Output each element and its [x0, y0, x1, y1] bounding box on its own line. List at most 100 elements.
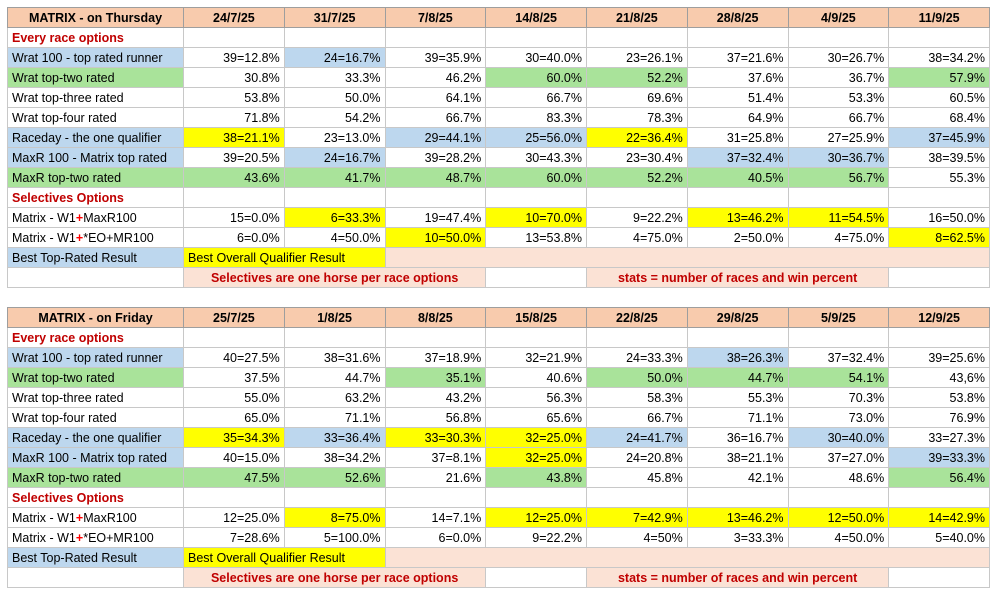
stat-cell[interactable]: 23=26.1% — [586, 47, 688, 68]
row-label[interactable]: MaxR 100 - Matrix top rated — [7, 147, 184, 168]
stat-cell[interactable]: 37=32.4% — [787, 347, 890, 368]
stat-cell[interactable]: 50.0% — [283, 87, 386, 108]
stat-cell[interactable]: 55.3% — [686, 387, 789, 408]
empty-cell[interactable] — [888, 567, 990, 588]
stat-cell[interactable]: 24=20.8% — [586, 447, 688, 468]
stat-cell[interactable]: 12=50.0% — [787, 507, 890, 528]
stat-cell[interactable]: 37=18.9% — [384, 347, 487, 368]
stat-cell[interactable]: 30.8% — [183, 67, 285, 88]
stat-cell[interactable]: 38=34.2% — [888, 47, 990, 68]
stat-cell[interactable]: 63.2% — [283, 387, 386, 408]
stat-cell[interactable]: 29=44.1% — [384, 127, 487, 148]
row-label[interactable]: Wrat top-two rated — [7, 67, 184, 88]
empty-cell[interactable] — [384, 327, 487, 348]
stat-cell[interactable]: 40.5% — [686, 167, 789, 188]
empty-cell[interactable] — [384, 547, 990, 568]
table-title[interactable]: MATRIX - on Friday — [7, 307, 184, 328]
empty-cell[interactable] — [7, 567, 184, 588]
empty-cell[interactable] — [888, 27, 990, 48]
stat-cell[interactable]: 7=42.9% — [586, 507, 688, 528]
row-label[interactable]: MaxR top-two rated — [7, 167, 184, 188]
empty-cell[interactable] — [183, 27, 285, 48]
stat-cell[interactable]: 3=33.3% — [686, 527, 789, 548]
stat-cell[interactable]: 55.0% — [183, 387, 285, 408]
section-label[interactable]: Every race options — [7, 327, 184, 348]
stat-cell[interactable]: 4=50% — [586, 527, 688, 548]
stat-cell[interactable]: 54.2% — [283, 107, 386, 128]
stat-cell[interactable]: 30=40.0% — [787, 427, 890, 448]
date-header[interactable]: 8/8/25 — [384, 307, 487, 328]
stat-cell[interactable]: 44.7% — [283, 367, 386, 388]
stat-cell[interactable]: 6=33.3% — [283, 207, 386, 228]
stat-cell[interactable]: 44.7% — [686, 367, 789, 388]
stat-cell[interactable]: 24=16.7% — [283, 147, 386, 168]
stat-cell[interactable]: 30=40.0% — [485, 47, 587, 68]
stat-cell[interactable]: 69.6% — [586, 87, 688, 108]
date-header[interactable]: 11/9/25 — [888, 7, 990, 28]
stat-cell[interactable]: 37.6% — [686, 67, 789, 88]
stat-cell[interactable]: 5=40.0% — [888, 527, 990, 548]
stat-cell[interactable]: 33=27.3% — [888, 427, 990, 448]
stat-cell[interactable]: 71.1% — [686, 407, 789, 428]
stat-cell[interactable]: 56.8% — [384, 407, 487, 428]
stat-cell[interactable]: 71.1% — [283, 407, 386, 428]
stat-cell[interactable]: 54.1% — [787, 367, 890, 388]
stat-cell[interactable]: 43.6% — [183, 167, 285, 188]
stat-cell[interactable]: 35=34.3% — [183, 427, 285, 448]
stat-cell[interactable]: 38=21.1% — [183, 127, 285, 148]
stat-cell[interactable]: 66.7% — [384, 107, 487, 128]
date-header[interactable]: 21/8/25 — [586, 7, 688, 28]
stat-cell[interactable]: 52.6% — [283, 467, 386, 488]
stat-cell[interactable]: 47.5% — [183, 467, 285, 488]
stat-cell[interactable]: 39=28.2% — [384, 147, 487, 168]
stat-cell[interactable]: 15=0.0% — [183, 207, 285, 228]
stat-cell[interactable]: 66.7% — [485, 87, 587, 108]
section-label[interactable]: Selectives Options — [7, 187, 184, 208]
stat-cell[interactable]: 36=16.7% — [686, 427, 789, 448]
stat-cell[interactable]: 60.5% — [888, 87, 990, 108]
stat-cell[interactable]: 11=54.5% — [787, 207, 890, 228]
date-header[interactable]: 4/9/25 — [787, 7, 890, 28]
stat-cell[interactable]: 43,6% — [888, 367, 990, 388]
stat-cell[interactable]: 42.1% — [686, 467, 789, 488]
stat-cell[interactable]: 65.6% — [485, 407, 587, 428]
stat-cell[interactable]: 10=70.0% — [485, 207, 587, 228]
stat-cell[interactable]: 39=25.6% — [888, 347, 990, 368]
row-label[interactable]: Wrat top-three rated — [7, 387, 184, 408]
empty-cell[interactable] — [586, 327, 688, 348]
stat-cell[interactable]: 4=50.0% — [787, 527, 890, 548]
date-header[interactable]: 22/8/25 — [586, 307, 688, 328]
date-header[interactable]: 15/8/25 — [485, 307, 587, 328]
empty-cell[interactable] — [183, 327, 285, 348]
empty-cell[interactable] — [888, 327, 990, 348]
empty-cell[interactable] — [586, 27, 688, 48]
stat-cell[interactable]: 39=35.9% — [384, 47, 487, 68]
empty-cell[interactable] — [283, 327, 386, 348]
note-selectives[interactable]: Selectives are one horse per race option… — [182, 267, 487, 288]
date-header[interactable]: 12/9/25 — [888, 307, 990, 328]
row-label[interactable]: Matrix - W1+*EO+MR100 — [7, 227, 184, 248]
stat-cell[interactable]: 73.0% — [787, 407, 890, 428]
stat-cell[interactable]: 60.0% — [485, 167, 587, 188]
stat-cell[interactable]: 23=13.0% — [283, 127, 386, 148]
empty-cell[interactable] — [485, 327, 587, 348]
empty-cell[interactable] — [586, 487, 688, 508]
stat-cell[interactable]: 83.3% — [485, 107, 587, 128]
stat-cell[interactable]: 9=22.2% — [485, 527, 587, 548]
stat-cell[interactable]: 64.1% — [384, 87, 487, 108]
legend-best-top-rated[interactable]: Best Top-Rated Result — [7, 547, 184, 568]
stat-cell[interactable]: 76.9% — [888, 407, 990, 428]
stat-cell[interactable]: 6=0.0% — [384, 527, 487, 548]
stat-cell[interactable]: 24=33.3% — [586, 347, 688, 368]
date-header[interactable]: 5/9/25 — [787, 307, 890, 328]
note-stats[interactable]: stats = number of races and win percent — [585, 267, 890, 288]
stat-cell[interactable]: 12=25.0% — [485, 507, 587, 528]
stat-cell[interactable]: 13=46.2% — [686, 507, 789, 528]
empty-cell[interactable] — [888, 487, 990, 508]
date-header[interactable]: 7/8/25 — [384, 7, 487, 28]
stat-cell[interactable]: 45.8% — [586, 467, 688, 488]
stat-cell[interactable]: 35.1% — [384, 367, 487, 388]
stat-cell[interactable]: 64.9% — [686, 107, 789, 128]
stat-cell[interactable]: 37=32.4% — [686, 147, 789, 168]
stat-cell[interactable]: 7=28.6% — [183, 527, 285, 548]
